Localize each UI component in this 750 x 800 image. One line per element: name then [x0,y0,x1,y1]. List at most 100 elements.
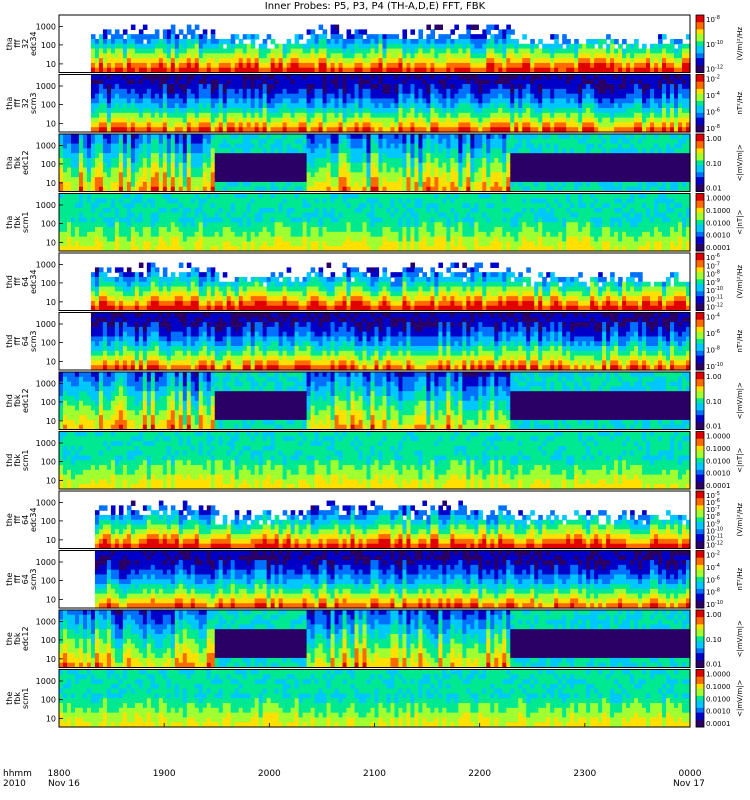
spectrogram-image [91,75,691,133]
colorbar-tick-label: 10-4 [706,313,720,322]
panel-ylabel: tha fbk scm1 [5,212,30,233]
panel-ylabel: the fff 64 edc34 [5,507,38,532]
y-tick-label: 1000 [36,380,56,389]
y-tick-label: 1000 [36,142,56,151]
panel-ylabel: the fbk scm1 [5,688,30,709]
colorbar-tick-label: 10-4 [706,91,720,100]
colorbar: 1.000.100.01<|mV/m|> [696,610,744,669]
y-tick-label: 10 [46,476,56,485]
spectrogram-image [91,25,691,74]
y-tick-label: 1000 [36,439,56,448]
colorbar-tick-label: 10-8 [706,346,720,355]
colorbar-tick-label: 10-8 [706,15,720,24]
colorbar-tick-label: 0.1000 [706,207,731,215]
colorbar-tick-label: 0.10 [706,160,722,168]
y-tick-label: 100 [41,517,56,526]
time-axis-date-end: Nov 17 [673,779,705,789]
y-tick-label: 1000 [36,618,56,627]
y-tick-label: 1000 [36,499,56,508]
panel-ylabel: thd fff 64 edc34 [5,269,38,294]
y-tick-label: 100 [41,636,56,645]
spectrogram-image [91,263,691,312]
colorbar-label: nT²/Hz [736,92,744,115]
y-tick-label: 10 [46,60,56,69]
colorbar-label: <|mV/m|> [736,680,744,717]
figure-title: Inner Probes: P5, P3, P4 (TH-A,D,E) FFT,… [265,1,486,12]
panel-ylabel: thd fbk edc12 [5,388,30,413]
colorbar-tick-label: 10-12 [706,303,723,312]
colorbar: 1.000.100.01<|mV/m|> [696,134,744,193]
colorbar-tick-label: 0.0100 [706,695,731,703]
y-tick-label: 10 [46,298,56,307]
colorbar-tick-label: 10-10 [706,600,723,609]
colorbar: 1.000.100.01<|mV/m|> [696,372,744,431]
colorbar-tick-label: 0.0100 [706,457,731,465]
y-tick-label: 100 [41,100,56,109]
y-tick-label: 1000 [36,201,56,210]
colorbar-label: (V/m)²/Hz [736,265,744,299]
y-tick-label: 100 [41,338,56,347]
y-tick-label: 100 [41,695,56,704]
y-tick-label: 100 [41,41,56,50]
x-tick-label: 0000 [679,769,702,779]
time-axis-row1-label: hhmm [3,769,32,779]
y-tick-label: 10 [46,536,56,545]
colorbar-tick-label: 10-8 [706,588,720,597]
x-tick-label: 2100 [363,769,386,779]
colorbar-tick-label: 10-10 [706,40,723,49]
colorbar-label: (V/m)²/Hz [736,27,744,61]
x-tick-label: 2000 [258,769,281,779]
colorbar-label: nT²/Hz [736,568,744,591]
y-tick-label: 100 [41,160,56,169]
x-tick-label: 1900 [153,769,176,779]
panel-ylabel: the fbk edc12 [5,626,30,651]
y-tick-label: 10 [46,357,56,366]
y-tick-label: 1000 [36,82,56,91]
y-tick-label: 100 [41,457,56,466]
y-tick-label: 100 [41,219,56,228]
colorbar-tick-label: 1.00 [706,373,722,381]
colorbar-tick-label: 1.00 [706,135,722,143]
colorbar-tick-label: 0.01 [706,661,722,669]
svg-text:edc34: edc34 [29,31,38,56]
y-tick-label: 100 [41,279,56,288]
x-tick-label: 2300 [573,769,596,779]
colorbar-tick-label: 1.00 [706,611,722,619]
colorbar-label: <|mV/m|> [736,382,744,419]
panel-ylabel: tha fff 32 scm3 [5,93,38,114]
colorbar-label: <|nT|> [736,448,744,473]
colorbar-tick-label: 0.01 [706,423,722,431]
colorbar-tick-label: 0.0010 [706,708,731,716]
y-tick-label: 1000 [36,677,56,686]
colorbar-label: <|mV/m|> [736,620,744,657]
spectrogram-image [59,134,691,192]
colorbar-tick-label: 10-12 [706,65,723,74]
colorbar-tick-label: 10-2 [706,551,720,560]
spectrogram-image [59,670,691,728]
colorbar-tick-label: 0.0001 [706,482,731,490]
spectrogram-image [59,194,691,252]
colorbar-label: (V/m)²/Hz [736,503,744,537]
spectrogram-image [91,313,691,371]
time-axis-date-start: Nov 16 [48,779,80,789]
colorbar-tick-label: 1.0000 [706,195,731,203]
spectrogram-image [95,551,691,609]
colorbar-tick-label: 10-4 [706,563,720,572]
colorbar-tick-label: 10-2 [706,75,720,84]
y-tick-label: 10 [46,595,56,604]
